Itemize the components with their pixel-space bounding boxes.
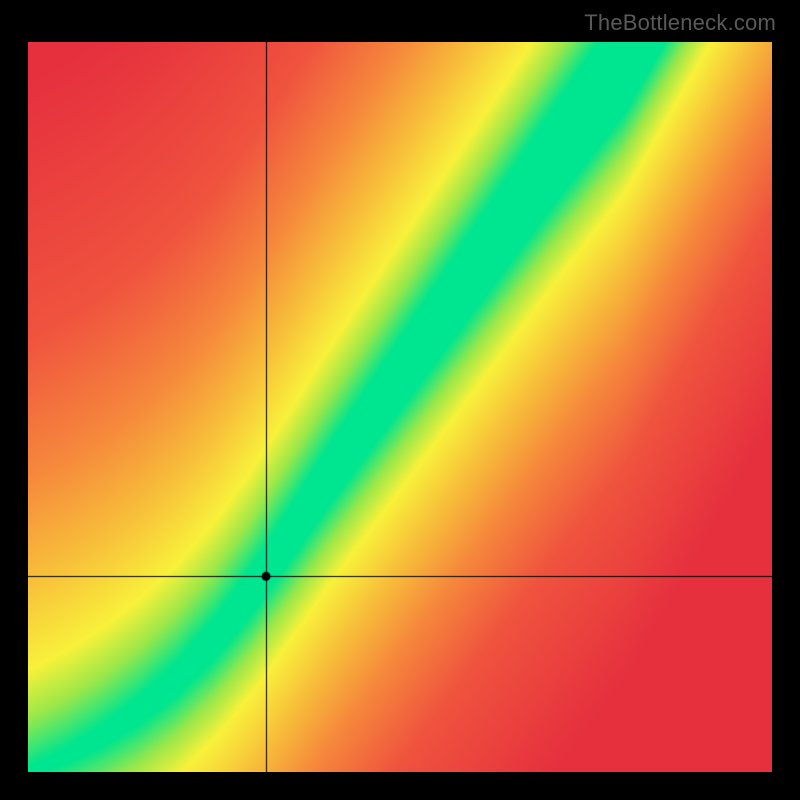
heatmap-canvas	[28, 42, 772, 772]
plot-area	[28, 42, 772, 772]
chart-container: TheBottleneck.com	[0, 0, 800, 800]
watermark-text: TheBottleneck.com	[584, 10, 776, 36]
